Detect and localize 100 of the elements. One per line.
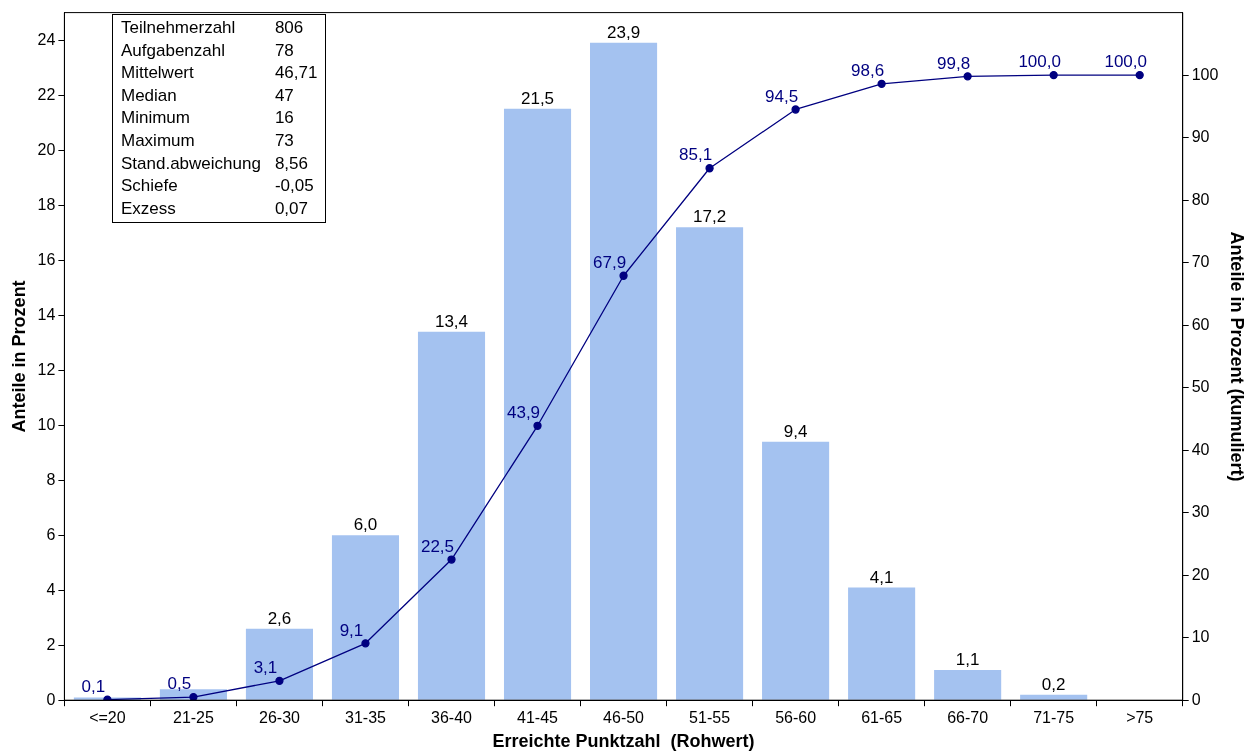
annotation: Maximum [121,129,196,152]
y-tick-label: 20 [37,140,56,158]
bar [417,331,486,700]
point [1135,70,1144,80]
y-tick-label: 6 [46,525,56,543]
y2-tick-label: 40 [1191,440,1210,458]
x-tick-label: <=20 [89,709,126,727]
bar [676,227,744,700]
bar [762,441,830,700]
bar [1020,694,1088,700]
x-tick-label: 46-50 [603,709,645,727]
y-tick-label: 2 [46,635,56,653]
annotation: 0,07 [274,197,309,220]
annotation: 16 [274,107,295,130]
data-label: 22,5 [420,536,455,556]
y2-tick-label: 0 [1191,690,1201,708]
x-tick-label: 31-35 [345,709,387,727]
data-label: 1,1 [955,650,980,670]
y2-tick-label: 80 [1191,190,1210,208]
y2-tick-label: 60 [1191,315,1210,333]
data-label: 4,1 [869,567,894,587]
annotation: Mittelwert [121,62,195,85]
data-label: 100,0 [1018,52,1061,72]
point [189,692,198,701]
x-tick-label: 21-25 [172,709,214,727]
annotation: Schiefe [121,175,179,198]
point [447,555,456,564]
x-axis-title: Erreichte Punktzahl (Rohwert) [492,731,755,752]
bar [331,535,400,700]
data-label: 98,6 [851,61,885,81]
y2-tick-label: 100 [1191,65,1219,83]
y-axis-title: Anteile in Prozent [8,280,29,433]
bar [503,108,572,700]
annotation: Teilnehmerzahl [121,17,237,39]
annotation: Stand.abweichung [121,152,261,175]
data-label: 99,8 [937,53,971,73]
point [619,271,628,280]
annotation: Exzess [121,197,177,220]
annotation: 8,56 [274,152,309,175]
x-tick-label: >75 [1126,709,1154,727]
data-label: 3,1 [253,658,278,678]
x-tick-label: 71-75 [1033,709,1075,727]
y-tick-label: 24 [37,30,56,48]
data-label: 67,9 [593,252,627,272]
bar [245,628,314,700]
annotation: 46,71 [274,62,318,85]
data-label: 21,5 [520,89,555,109]
data-label: 85,1 [679,145,713,165]
bar [848,587,916,700]
point [275,676,284,685]
annotation: -0,05 [274,175,315,198]
y-tick-label: 16 [37,250,56,268]
data-label: 9,1 [339,620,364,640]
x-tick-label: 56-60 [775,709,817,727]
annotation: Aufgabenzahl [121,39,226,62]
bar [590,42,658,700]
x-tick-label: 26-30 [259,709,301,727]
data-label: 17,2 [693,207,727,227]
data-label: 0,5 [167,674,192,694]
y2-tick-label: 30 [1191,503,1210,521]
data-label: 0,1 [81,676,106,696]
y2-axis-title: Anteile in Prozent (kumuliert) [1227,231,1248,482]
y-tick-label: 22 [37,85,56,103]
point [1049,70,1058,80]
annotation: 47 [274,84,295,107]
y2-tick-label: 70 [1191,253,1210,271]
x-tick-label: 61-65 [861,709,903,727]
x-tick-label: 51-55 [689,709,731,727]
annotation: 806 [274,17,305,39]
point [877,79,886,89]
y2-tick-label: 50 [1191,378,1210,396]
point [705,164,714,173]
point [361,639,370,648]
data-label: 23,9 [607,23,641,43]
data-label: 2,6 [267,608,292,628]
data-label: 43,9 [506,402,541,422]
y-tick-label: 0 [46,690,56,708]
data-label: 13,4 [434,311,469,331]
y2-tick-label: 10 [1191,628,1210,646]
annotation: 73 [274,129,295,152]
bar [934,669,1002,700]
y2-tick-label: 20 [1191,565,1210,583]
point [791,105,800,114]
x-tick-label: 36-40 [431,709,473,727]
annotation: Minimum [121,107,191,130]
point [963,72,972,81]
y-tick-label: 8 [46,470,56,488]
x-tick-label: 41-45 [517,709,559,727]
y2-tick-label: 90 [1191,128,1210,146]
data-label: 0,2 [1041,674,1066,694]
data-label: 9,4 [783,421,808,441]
x-tick-label: 66-70 [947,709,989,727]
y-tick-label: 10 [37,415,56,433]
data-label: 6,0 [353,515,378,535]
data-label: 94,5 [765,86,799,106]
annotation: 78 [274,39,295,62]
y-tick-label: 18 [37,195,56,213]
annotation: Median [121,84,178,107]
y-tick-label: 14 [37,305,56,323]
y-tick-label: 4 [46,580,56,598]
